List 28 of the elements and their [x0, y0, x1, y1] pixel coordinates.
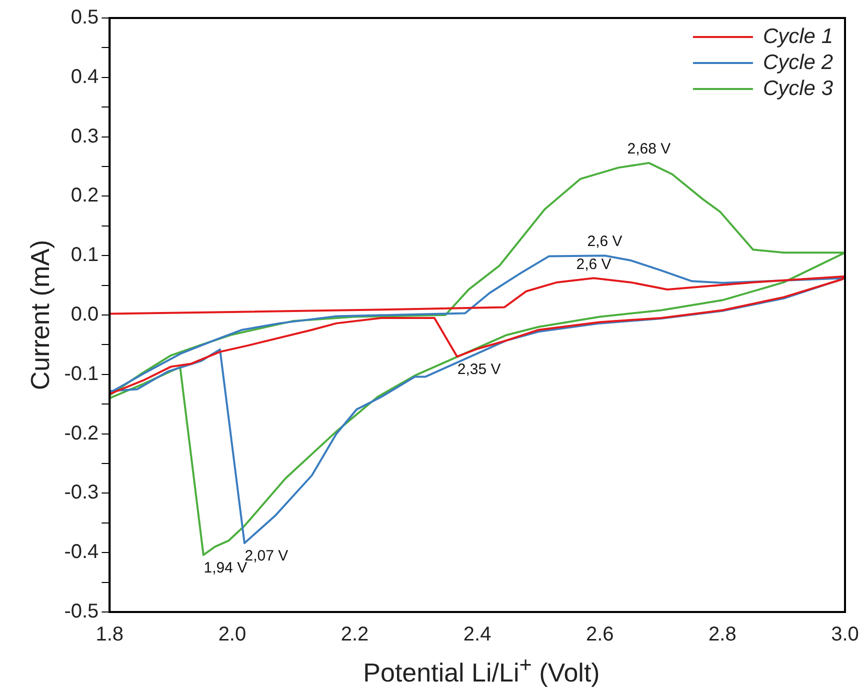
- y-tick-label: -0.1: [64, 362, 99, 385]
- x-tick-label: 1.8: [96, 624, 124, 646]
- legend-label: Cycle 2: [762, 50, 834, 74]
- y-axis-title: Current (mA): [24, 240, 55, 390]
- y-tick-label: 0.4: [70, 66, 99, 88]
- y-tick-label: -0.3: [64, 482, 99, 504]
- x-tick-label: 2.0: [218, 624, 246, 646]
- x-tick-label: 3.0: [831, 624, 859, 646]
- y-tick-label: 0.3: [70, 125, 99, 148]
- y-tick-label: -0.5: [64, 600, 99, 623]
- annotation: 2,6 V: [576, 256, 612, 273]
- annotation: 2,68 V: [627, 140, 671, 158]
- x-tick-label: 2.6: [586, 624, 614, 646]
- y-tick-label: -0.4: [64, 541, 99, 564]
- x-tick-label: 2.2: [340, 624, 369, 646]
- y-tick-label: 0.5: [70, 6, 99, 29]
- x-tick-label: 2.8: [708, 624, 736, 646]
- y-tick-label: 0.2: [70, 184, 99, 207]
- y-tick-label: -0.2: [64, 422, 99, 444]
- x-tick-label: 2.4: [463, 624, 492, 646]
- x-axis-title: Potential Li/Li$^{+}$ (Volt): [362, 652, 601, 689]
- legend-label: Cycle 1: [762, 24, 834, 48]
- annotation: 2,6 V: [587, 233, 622, 250]
- y-tick-label: 0.0: [70, 304, 99, 326]
- y-tick-label: 0.1: [70, 244, 99, 266]
- annotation: 1,94 V: [204, 560, 248, 577]
- annotation: 2,35 V: [457, 361, 501, 378]
- legend-label: Cycle 3: [762, 76, 834, 100]
